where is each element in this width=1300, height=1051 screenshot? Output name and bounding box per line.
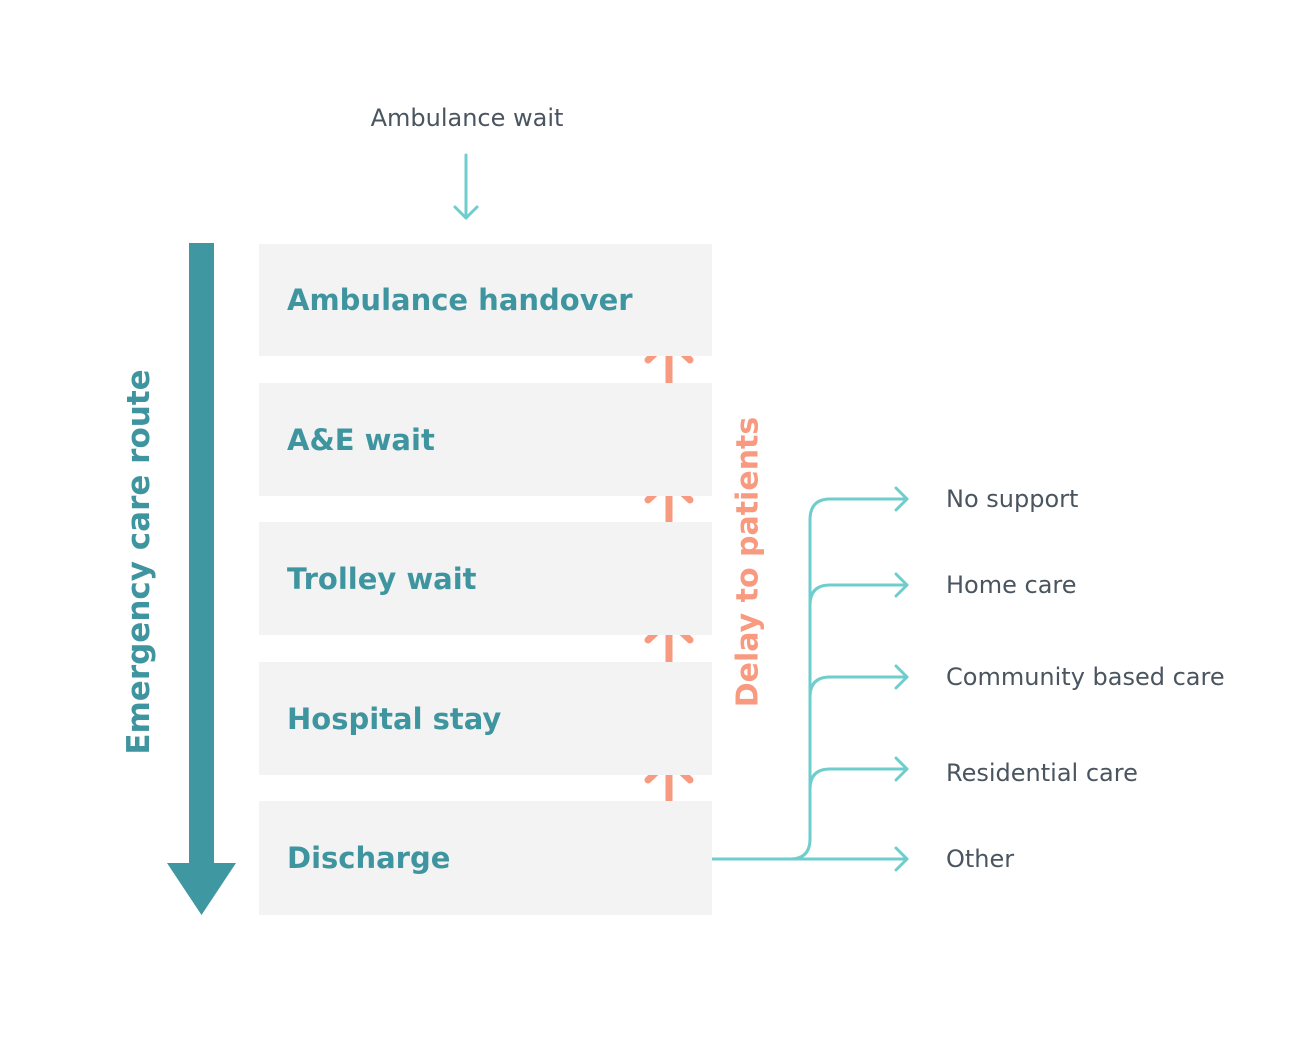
stage-label: Discharge [287, 841, 451, 875]
stage-label: A&E wait [287, 422, 435, 457]
destination-other: Other [946, 845, 1015, 873]
stage-hospital-stay: Hospital stay [259, 662, 712, 775]
destination-community-based-care: Community based care [946, 663, 1225, 691]
stage-ambulance-handover: Ambulance handover [259, 244, 712, 356]
ambulance-wait-label: Ambulance wait [370, 104, 564, 132]
stage-label: Hospital stay [287, 701, 502, 736]
stage-label: Ambulance handover [287, 283, 633, 317]
stage-discharge: Discharge [259, 801, 712, 915]
stage-trolley-wait: Trolley wait [259, 522, 712, 635]
emergency-route-arrow [167, 243, 236, 915]
discharge-branches [710, 486, 909, 872]
destination-no-support: No support [946, 485, 1079, 513]
emergency-care-route-label: Emergency care route [121, 369, 157, 755]
destination-residential-care: Residential care [946, 759, 1138, 787]
delay-to-patients-label: Delay to patients [730, 416, 766, 708]
stage-ae-wait: A&E wait [259, 383, 712, 496]
ambulance-wait-arrow [453, 153, 479, 220]
destination-home-care: Home care [946, 571, 1077, 599]
stage-label: Trolley wait [287, 561, 477, 596]
